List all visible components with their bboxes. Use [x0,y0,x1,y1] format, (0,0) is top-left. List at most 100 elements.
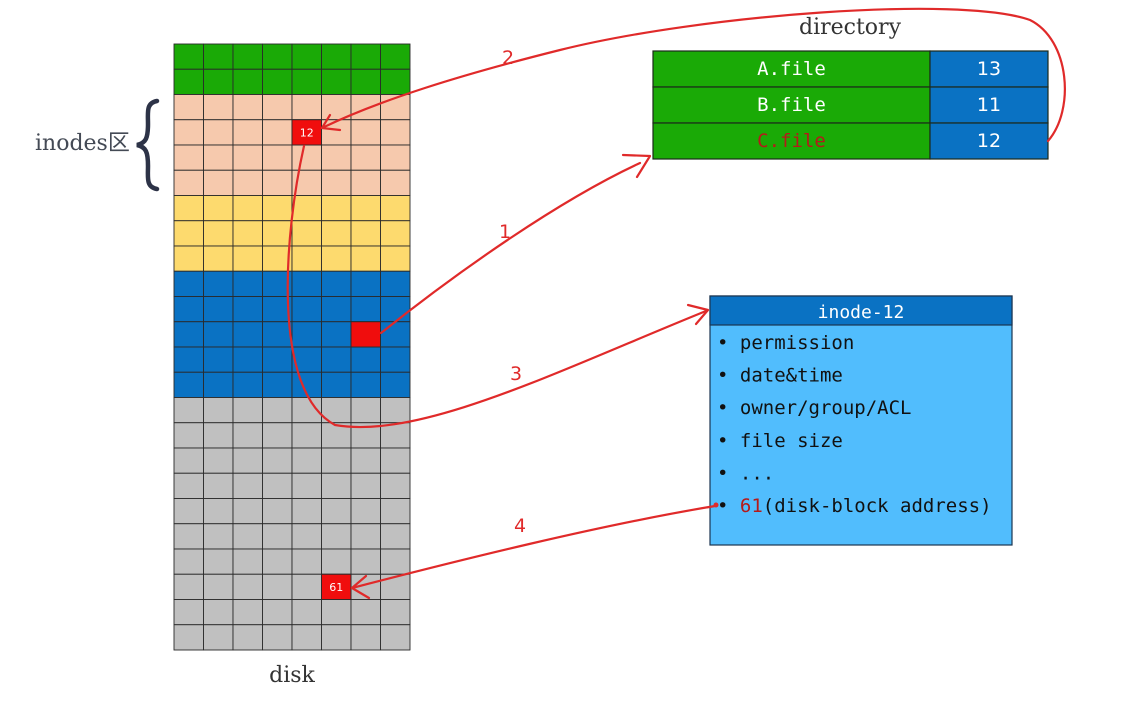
disk-region-data-cell [173,523,204,550]
disk-region-data-cell [173,573,204,600]
disk-region-data-cell [350,447,381,474]
disk-region-data-cell [380,498,411,525]
disk-region-data-cell [232,447,263,474]
disk-region-data-cell [291,573,322,600]
disk-region-yellow-cell [321,220,352,247]
disk-region-inodes-cell [203,144,234,171]
disk-region-inodes-cell [291,94,322,121]
disk-region-blue-cell [173,346,204,373]
disk-region-blue-cell [232,321,263,348]
disk-region-yellow-cell [380,245,411,272]
disk-region-top-cell [173,68,204,95]
inode-box-title: inode-12 [818,302,905,323]
disk-region-top-cell [262,68,293,95]
disk-region-yellow-cell [321,195,352,222]
disk-region-yellow-cell [203,195,234,222]
disk-region-data-cell [350,624,381,651]
directory-file-name: A.file [757,58,826,80]
disk-region-yellow-cell [203,220,234,247]
disk-region-data-cell [291,447,322,474]
arrow-2-label: 2 [502,47,514,69]
directory-inode-number: 12 [977,130,1001,152]
arrow-2 [320,7,1066,143]
disk-region-data-cell [203,498,234,525]
disk-region-blue-cell [380,346,411,373]
disk-region-inodes-cell [232,94,263,121]
disk-region-blue-cell [321,346,352,373]
disk-region-data-cell [262,447,293,474]
disk-region-data-cell [350,523,381,550]
disk-marked-blocks: 12 61 [291,119,381,600]
disk-region-data-cell [321,447,352,474]
disk-region-data-cell [203,472,234,499]
disk-region-data-cell [203,447,234,474]
disk-region-blue-cell [291,321,322,348]
disk-region-inodes-cell [203,169,234,196]
disk-region-yellow-cell [291,245,322,272]
disk-region-data-cell [262,624,293,651]
disk-region-data-cell [380,573,411,600]
disk-region-inodes-cell [262,169,293,196]
disk-region-inodes-cell [232,144,263,171]
directory-file-name: B.file [757,94,826,116]
directory-name-cell [652,86,931,124]
disk-region-yellow-cell [262,220,293,247]
disk-region-data-cell [173,397,204,424]
disk-region-inodes-cell [232,169,263,196]
disk-region-data-cell [291,624,322,651]
disk-region-blue-cell [203,270,234,297]
disk-region-top-cell [321,43,352,70]
data-block-61 [321,573,352,600]
disk-region-blue-cell [321,296,352,323]
disk-region-data-cell [173,599,204,626]
disk-region-data-cell [232,573,263,600]
arrow-4-label: 4 [514,515,526,537]
disk-region-data-cell [203,573,234,600]
disk-region-inodes-cell [173,144,204,171]
disk-region-blue-cell [232,346,263,373]
disk-region-data-cell [232,422,263,449]
disk-region-blue-cell [262,321,293,348]
disk-region-blue-cell [173,296,204,323]
disk-region-data-cell [291,498,322,525]
disk-region-data-cell [203,624,234,651]
disk-region-blue-cell [173,321,204,348]
disk-region-top-cell [262,43,293,70]
disk-region-data-cell [291,422,322,449]
disk-region-data-cell [380,397,411,424]
disk-region-inodes-cell [350,144,381,171]
inodes-brace-icon [136,98,160,192]
directory-inode-cell [929,86,1049,124]
disk-region-yellow-cell [173,245,204,272]
disk-region-data-cell [262,548,293,575]
directory-inode-number: 13 [977,58,1001,80]
inode-box: inode-12 • permission • date&time • owner/… [709,295,1013,546]
disk-region-data-cell [232,599,263,626]
disk-region-yellow-cell [262,195,293,222]
disk-region-data-cell [321,523,352,550]
disk-region-data-cell [321,624,352,651]
directory-label: directory [799,15,902,40]
disk-region-top-cell [232,43,263,70]
disk-region-inodes-cell [262,94,293,121]
disk-region-data-cell [380,447,411,474]
disk-region-data-cell [173,624,204,651]
arrow-3-label: 3 [510,363,522,385]
disk-region-inodes-cell [321,144,352,171]
disk-region-blue-cell [232,270,263,297]
arrow-3 [286,144,708,429]
disk-region-data-cell [350,397,381,424]
disk-region-data-cell [321,548,352,575]
arrow-1 [379,161,642,335]
disk-region-inodes-cell [350,94,381,121]
disk-region-data-cell [380,599,411,626]
inode-attribute-item: • file size [717,430,843,452]
disk-region-yellow-cell [232,220,263,247]
inode-address-label: (disk-block address) [763,495,992,517]
disk-region-blue-cell [173,270,204,297]
disk-region-blue-cell [232,296,263,323]
disk-region-data-cell [262,472,293,499]
data-block-61-label: 61 [329,581,343,594]
disk-region-data-cell [232,397,263,424]
